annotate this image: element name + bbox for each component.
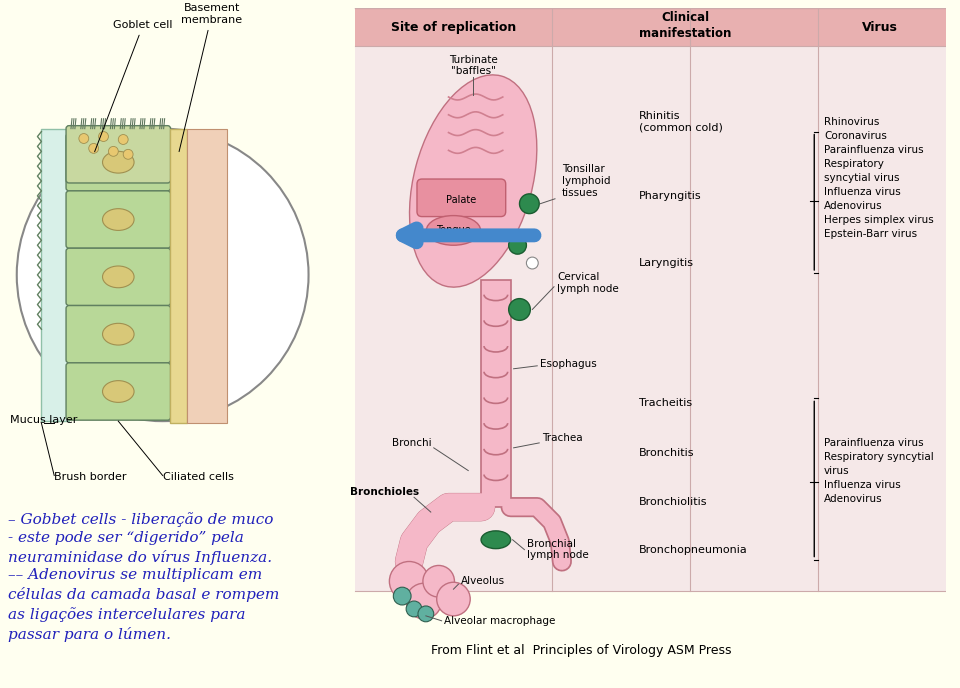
Text: Site of replication: Site of replication — [391, 21, 516, 34]
Circle shape — [118, 135, 128, 144]
Circle shape — [16, 129, 308, 421]
Text: Parainfluenza virus
Respiratory syncytial
virus
Influenza virus
Adenovirus: Parainfluenza virus Respiratory syncytia… — [824, 438, 934, 504]
Text: Bronchitis: Bronchitis — [638, 448, 694, 458]
Text: Bronchiolitis: Bronchiolitis — [638, 497, 708, 507]
Ellipse shape — [103, 323, 134, 345]
FancyBboxPatch shape — [66, 363, 171, 420]
Text: Clinical
manifestation: Clinical manifestation — [639, 11, 732, 41]
Text: –– Adenovirus se multiplicam em
células da camada basal e rompem
as ligações int: –– Adenovirus se multiplicam em células … — [8, 568, 279, 642]
Ellipse shape — [103, 151, 134, 173]
FancyBboxPatch shape — [66, 191, 171, 248]
Text: Trachea: Trachea — [542, 433, 583, 443]
Circle shape — [423, 566, 454, 597]
Text: Tracheitis: Tracheitis — [638, 398, 692, 409]
Ellipse shape — [103, 266, 134, 288]
FancyBboxPatch shape — [66, 305, 171, 363]
FancyBboxPatch shape — [66, 248, 171, 305]
FancyBboxPatch shape — [481, 280, 511, 507]
Circle shape — [509, 299, 530, 321]
Text: Pharyngitis: Pharyngitis — [638, 191, 702, 201]
Text: Rhinitis
(common cold): Rhinitis (common cold) — [638, 111, 723, 133]
Text: Laryngitis: Laryngitis — [638, 258, 694, 268]
Circle shape — [394, 587, 411, 605]
Text: Rhinovirus
Coronavirus
Parainfluenza virus
Respiratory
syncytial virus
Influenza: Rhinovirus Coronavirus Parainfluenza vir… — [824, 117, 934, 239]
Circle shape — [108, 147, 118, 156]
FancyBboxPatch shape — [355, 8, 947, 45]
Text: Virus: Virus — [862, 21, 899, 34]
Circle shape — [390, 561, 429, 601]
Text: Ciliated cells: Ciliated cells — [162, 473, 233, 482]
FancyBboxPatch shape — [41, 129, 69, 421]
Circle shape — [526, 257, 539, 269]
Circle shape — [88, 143, 99, 153]
FancyBboxPatch shape — [66, 126, 171, 183]
FancyBboxPatch shape — [187, 129, 227, 423]
Circle shape — [418, 606, 434, 622]
Circle shape — [509, 237, 526, 254]
Ellipse shape — [410, 75, 537, 287]
Text: Alveolar macrophage: Alveolar macrophage — [444, 616, 555, 626]
Circle shape — [406, 583, 442, 619]
Circle shape — [99, 131, 108, 142]
Text: Palate: Palate — [446, 195, 476, 205]
Ellipse shape — [103, 380, 134, 402]
Text: Tongue: Tongue — [436, 226, 470, 235]
Circle shape — [437, 582, 470, 616]
Text: Cervical
lymph node: Cervical lymph node — [557, 272, 618, 294]
Text: Bronchioles: Bronchioles — [349, 487, 419, 497]
Text: Goblet cell: Goblet cell — [95, 20, 173, 152]
Text: Bronchi: Bronchi — [393, 438, 432, 448]
Text: Alveolus: Alveolus — [462, 577, 506, 586]
Text: – Gobbet cells - liberação de muco
- este pode ser “digerido” pela
neuraminidase: – Gobbet cells - liberação de muco - est… — [8, 512, 274, 565]
Ellipse shape — [103, 208, 134, 230]
Circle shape — [123, 149, 133, 159]
Circle shape — [519, 194, 540, 213]
FancyBboxPatch shape — [66, 133, 171, 191]
Text: Bronchial
lymph node: Bronchial lymph node — [527, 539, 589, 561]
Text: Mucus layer: Mucus layer — [10, 415, 77, 425]
FancyBboxPatch shape — [0, 8, 355, 688]
Text: Turbinate
"baffles": Turbinate "baffles" — [449, 54, 497, 76]
Text: Esophagus: Esophagus — [540, 359, 597, 369]
Text: From Flint et al  Principles of Virology ASM Press: From Flint et al Principles of Virology … — [431, 644, 732, 657]
Text: Brush border: Brush border — [54, 473, 127, 482]
FancyBboxPatch shape — [417, 179, 506, 217]
Ellipse shape — [481, 531, 511, 548]
Text: Basement
membrane: Basement membrane — [180, 3, 243, 151]
Text: Bronchopneumonia: Bronchopneumonia — [638, 545, 748, 555]
FancyBboxPatch shape — [170, 129, 187, 423]
FancyBboxPatch shape — [355, 8, 947, 591]
Ellipse shape — [426, 215, 481, 245]
Text: Tonsillar
lymphoid
tissues: Tonsillar lymphoid tissues — [562, 164, 611, 197]
Circle shape — [406, 601, 421, 617]
Circle shape — [79, 133, 88, 143]
